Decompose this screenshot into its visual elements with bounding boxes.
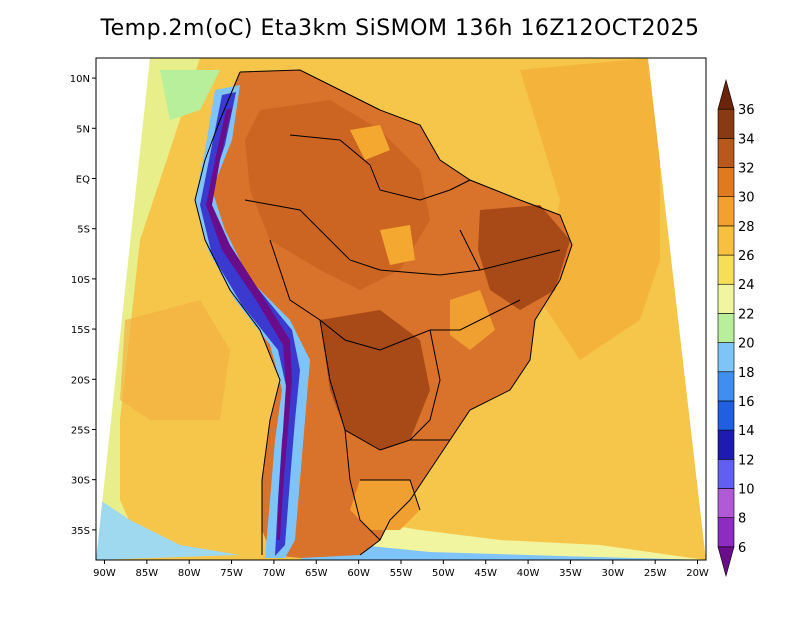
colorbar-label: 30 (738, 191, 755, 206)
lon-tick-label: 90W (93, 568, 116, 579)
colorbar-swatch (717, 342, 735, 373)
lon-tick-label: 85W (136, 568, 159, 579)
lat-tick-label: 5S (77, 225, 90, 236)
mask-right (648, 58, 706, 560)
colorbar-label: 28 (738, 220, 755, 235)
lat-tick-label: 5N (76, 124, 90, 135)
cool-ocean-south (330, 520, 706, 560)
colorbar-label: 26 (738, 249, 755, 264)
cool-patch-mg (450, 290, 495, 350)
lon-tick-label: 65W (305, 568, 328, 579)
lat-tick-label: 10S (71, 275, 90, 286)
colorbar-label: 22 (738, 307, 755, 322)
cool-ocean-south-blue (300, 540, 706, 560)
colorbar-swatch (717, 167, 735, 198)
lon-tick-label: 45W (474, 568, 497, 579)
colorbar-swatch (717, 458, 735, 489)
colorbar-label: 18 (738, 366, 755, 381)
colorbar-label: 12 (738, 453, 755, 468)
colorbar-label: 14 (738, 424, 755, 439)
lat-tick-label: 10N (70, 74, 90, 85)
very-hot-chaco (320, 310, 430, 450)
country-borders (194, 69, 573, 556)
colorbar-swatch (717, 138, 735, 168)
colorbar-swatch (717, 108, 735, 139)
colorbar-swatch (717, 488, 735, 518)
latitude-axis: 10N 5N EQ 5S 10S 15S 20S 25S 30S 35S (70, 74, 96, 537)
lon-tick-label: 25W (644, 568, 667, 579)
colorbar-swatch (717, 517, 735, 548)
colorbar-label: 8 (738, 512, 746, 527)
lat-tick-label: 30S (71, 476, 90, 487)
colorbar-swatch (717, 225, 735, 256)
longitude-axis: 90W 85W 80W 75W 70W 65W 60W 55W 50W 45W 40W 35W 30W 2… (93, 560, 709, 579)
lon-tick-label: 40W (517, 568, 540, 579)
colorbar-label: 32 (738, 162, 755, 177)
very-hot-northeast (478, 205, 570, 310)
lat-tick-label: 20S (71, 375, 90, 386)
map-area (95, 57, 707, 561)
lat-tick-label: EQ (76, 174, 90, 185)
colorbar-swatch (717, 254, 735, 285)
warm-south-uruguay (350, 480, 420, 530)
map-title: Temp.2m(oC) Eta3km SiSMOM 136h 16Z12OCT2… (100, 16, 700, 41)
colorbar-swatch (717, 313, 735, 343)
lon-tick-label: 50W (432, 568, 455, 579)
colorbar-label: 36 (738, 103, 755, 118)
colorbar-swatch (717, 196, 735, 227)
colorbar-swatch-max (717, 78, 735, 110)
lat-tick-label: 25S (71, 425, 90, 436)
lon-tick-label: 60W (347, 568, 370, 579)
colorbar-swatch (717, 371, 735, 402)
colorbar-swatch (717, 429, 735, 460)
lon-tick-label: 20W (686, 568, 709, 579)
lon-tick-label: 70W (263, 568, 286, 579)
colorbar-label: 6 (738, 541, 746, 556)
lat-tick-label: 35S (71, 526, 90, 537)
colorbar-label: 10 (738, 482, 755, 497)
colorbar-swatch (717, 283, 735, 314)
colorbar-swatch-min (717, 546, 735, 578)
lon-tick-label: 30W (601, 568, 624, 579)
colorbar-label: 24 (738, 278, 755, 293)
cool-patch-planalto (380, 225, 415, 265)
mask-left (96, 58, 150, 560)
lon-tick-label: 80W (178, 568, 201, 579)
colorbar-label: 16 (738, 395, 755, 410)
lon-tick-label: 55W (390, 568, 413, 579)
colorbar-swatch (717, 400, 735, 431)
colorbar-label: 34 (738, 132, 755, 147)
lon-tick-label: 35W (559, 568, 582, 579)
cool-ocean-southwest (96, 500, 240, 560)
cool-ocean-northwest (160, 70, 220, 120)
cool-patch-guiana (350, 125, 390, 160)
colorbar: 6 8 10 12 14 16 18 20 22 24 26 28 30 32 34 36 (717, 78, 755, 578)
colorbar-label: 20 (738, 337, 755, 352)
andes-mid (195, 85, 310, 558)
lat-tick-label: 15S (71, 325, 90, 336)
lon-tick-label: 75W (220, 568, 243, 579)
andes-very-cold (206, 108, 292, 540)
warm-ocean-pacific (120, 300, 230, 420)
